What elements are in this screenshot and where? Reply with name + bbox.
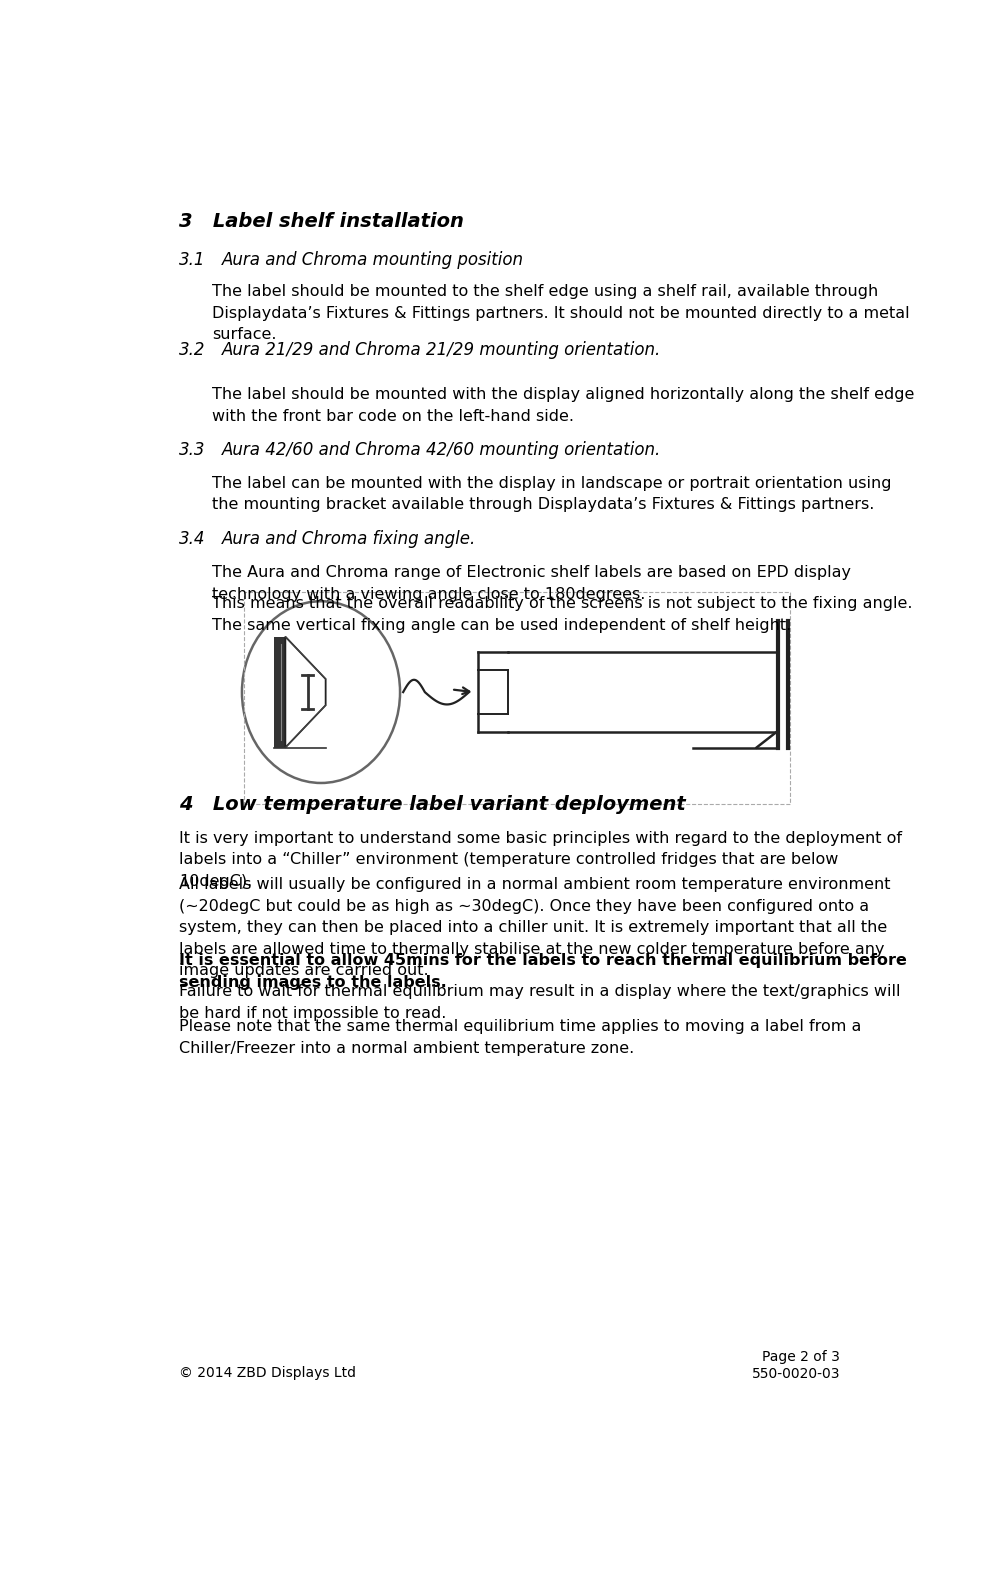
- Text: 550-0020-03: 550-0020-03: [751, 1367, 839, 1381]
- Text: The same vertical fixing angle can be used independent of shelf height.: The same vertical fixing angle can be us…: [212, 618, 791, 634]
- Text: The label can be mounted with the display in landscape or portrait orientation u: The label can be mounted with the displa…: [212, 475, 891, 512]
- Bar: [244, 592, 789, 803]
- Text: The label should be mounted with the display aligned horizontally along the shel: The label should be mounted with the dis…: [212, 386, 914, 425]
- Bar: [274, 637, 285, 748]
- Text: It is essential to allow 45mins for the labels to reach thermal equilibrium befo: It is essential to allow 45mins for the …: [179, 954, 906, 990]
- Text: Aura and Chroma fixing angle.: Aura and Chroma fixing angle.: [222, 531, 475, 548]
- Text: Page 2 of 3: Page 2 of 3: [761, 1350, 839, 1364]
- Text: 3.1: 3.1: [179, 250, 205, 269]
- Text: Aura 21/29 and Chroma 21/29 mounting orientation.: Aura 21/29 and Chroma 21/29 mounting ori…: [222, 341, 661, 360]
- Text: The label should be mounted to the shelf edge using a shelf rail, available thro: The label should be mounted to the shelf…: [212, 284, 909, 342]
- Text: © 2014 ZBD Displays Ltd: © 2014 ZBD Displays Ltd: [179, 1367, 356, 1381]
- Text: It is very important to understand some basic principles with regard to the depl: It is very important to understand some …: [179, 830, 901, 889]
- Text: Aura 42/60 and Chroma 42/60 mounting orientation.: Aura 42/60 and Chroma 42/60 mounting ori…: [222, 440, 661, 459]
- Text: All labels will usually be configured in a normal ambient room temperature envir: All labels will usually be configured in…: [179, 878, 889, 979]
- Text: This means that the overall readability of the screens is not subject to the fix: This means that the overall readability …: [212, 596, 912, 611]
- Text: 3   Label shelf installation: 3 Label shelf installation: [179, 212, 463, 231]
- Text: Please note that the same thermal equilibrium time applies to moving a label fro: Please note that the same thermal equili…: [179, 1020, 861, 1057]
- Text: 4   Low temperature label variant deployment: 4 Low temperature label variant deployme…: [179, 795, 685, 814]
- Text: 3.2: 3.2: [179, 341, 205, 360]
- Text: 3.3: 3.3: [179, 440, 205, 459]
- Text: Failure to wait for thermal equilibrium may result in a display where the text/g: Failure to wait for thermal equilibrium …: [179, 984, 900, 1020]
- Text: The Aura and Chroma range of Electronic shelf labels are based on EPD display
te: The Aura and Chroma range of Electronic …: [212, 565, 851, 602]
- Text: Aura and Chroma mounting position: Aura and Chroma mounting position: [222, 250, 524, 269]
- Text: 3.4: 3.4: [179, 531, 205, 548]
